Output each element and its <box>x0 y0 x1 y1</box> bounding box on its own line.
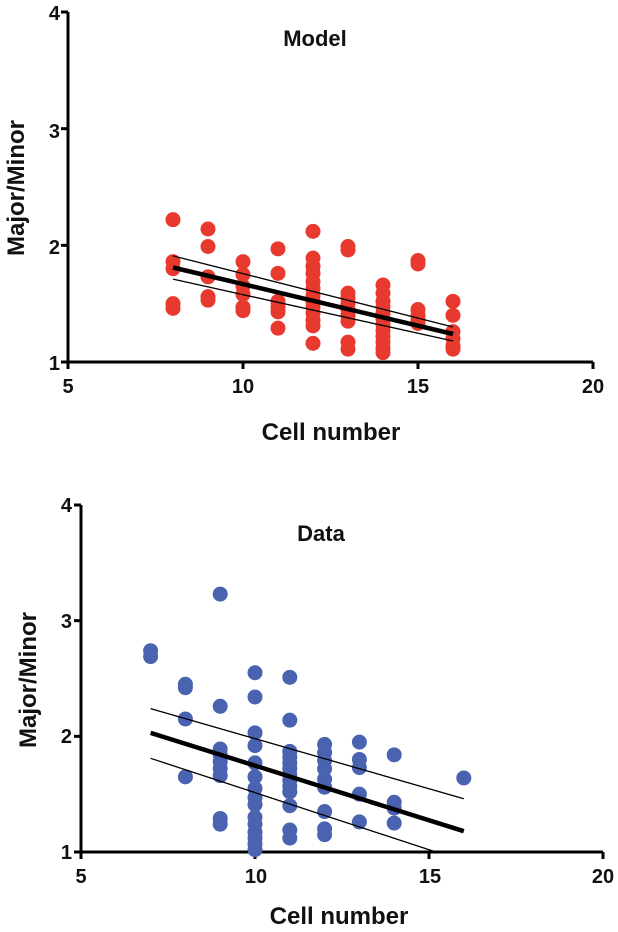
x-tick-label: 15 <box>419 866 441 888</box>
data-point <box>351 734 367 750</box>
data-point <box>282 669 298 685</box>
data-point <box>212 816 228 832</box>
data-point <box>247 738 263 754</box>
data-point <box>282 798 298 814</box>
data-point <box>445 341 461 357</box>
y-axis-title: Major/Minor <box>15 612 42 748</box>
chart-title: Model <box>283 26 347 51</box>
data-point <box>165 212 181 228</box>
data-point <box>282 712 298 728</box>
chart-title: Data <box>297 521 345 546</box>
data-point <box>177 680 193 696</box>
data-point <box>212 586 228 602</box>
data-chart: Data 1 2 3 4 5 10 15 20 Cell number Majo… <box>15 495 614 930</box>
data-point <box>200 221 216 237</box>
y-tick-label: 3 <box>61 611 72 633</box>
data-point <box>200 239 216 254</box>
data-point <box>235 267 251 282</box>
data-point <box>247 689 263 705</box>
x-tick-labels: 5 10 15 20 <box>75 866 614 888</box>
y-tick-label: 4 <box>49 3 61 25</box>
data-point <box>305 223 321 239</box>
data-point <box>340 341 356 357</box>
data-point <box>317 827 333 843</box>
data-point <box>375 345 391 361</box>
y-tick-label: 3 <box>49 121 60 143</box>
fit-line <box>172 265 454 337</box>
ci-lower-line <box>172 278 454 342</box>
data-point <box>317 804 333 820</box>
ci-upper-line <box>150 707 464 800</box>
data-point <box>200 292 216 308</box>
data-point <box>351 760 367 776</box>
data-point <box>456 770 472 786</box>
ci-lower-line <box>150 757 437 853</box>
data-point <box>143 649 159 665</box>
data-point <box>445 293 461 309</box>
ci-upper-line <box>172 255 454 328</box>
y-tick-labels: 1 2 3 4 <box>49 3 61 375</box>
y-tick-labels: 1 2 3 4 <box>61 495 73 864</box>
data-point <box>270 241 286 257</box>
data-point <box>305 335 321 351</box>
x-tick-label: 10 <box>232 376 254 398</box>
data-point <box>340 313 356 329</box>
data-point <box>247 842 263 858</box>
data-point <box>212 698 228 714</box>
data-point <box>235 303 251 319</box>
x-axis-title: Cell number <box>262 419 401 446</box>
data-point <box>247 769 263 785</box>
data-point <box>340 242 356 258</box>
data-point <box>445 307 461 323</box>
plot-area <box>61 10 595 369</box>
model-chart: Model 1 2 3 4 5 10 15 20 Cell number Maj… <box>3 3 604 446</box>
data-point <box>305 318 321 334</box>
y-tick-label: 1 <box>49 353 60 375</box>
x-tick-labels: 5 10 15 20 <box>62 376 604 398</box>
x-tick-label: 5 <box>75 866 86 888</box>
data-point <box>270 320 286 336</box>
x-tick-label: 20 <box>582 376 604 398</box>
data-point <box>247 665 263 681</box>
data-point <box>270 265 286 281</box>
x-tick-label: 10 <box>245 866 267 888</box>
fit-line <box>149 730 465 834</box>
x-tick-label: 20 <box>592 866 614 888</box>
x-tick-label: 5 <box>62 376 73 398</box>
data-point <box>317 761 333 777</box>
data-point <box>386 747 402 763</box>
y-tick-label: 4 <box>61 495 73 517</box>
y-tick-label: 2 <box>61 726 72 748</box>
data-point <box>386 815 402 831</box>
data-point <box>410 256 426 272</box>
data-point <box>247 797 263 813</box>
y-tick-label: 2 <box>49 237 60 259</box>
y-tick-label: 1 <box>61 842 72 864</box>
data-point <box>235 254 251 270</box>
x-axis-title: Cell number <box>270 903 409 930</box>
data-point <box>165 300 181 316</box>
data-point <box>177 769 193 785</box>
x-tick-label: 15 <box>407 376 429 398</box>
y-axis-title: Major/Minor <box>3 120 30 256</box>
data-point <box>270 304 286 320</box>
data-point <box>247 725 263 741</box>
data-point <box>282 784 298 800</box>
data-point <box>282 830 298 846</box>
plot-area <box>74 503 605 859</box>
